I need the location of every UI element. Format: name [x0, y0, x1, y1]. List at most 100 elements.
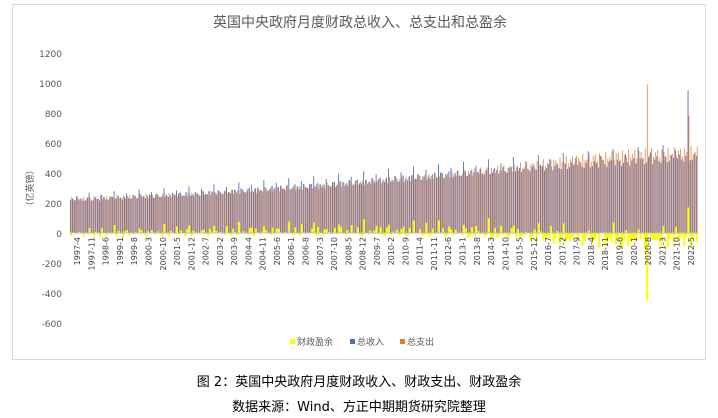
revenue-bar: [519, 167, 521, 233]
spending-bar: [127, 196, 128, 233]
spending-bar: [592, 156, 594, 233]
spending-bar: [174, 194, 176, 233]
surplus-bar: [562, 223, 565, 233]
revenue-bar: [583, 167, 585, 233]
revenue-bar: [113, 191, 115, 233]
revenue-bar: [203, 191, 204, 233]
spending-bar: [187, 196, 189, 233]
spending-bar: [197, 193, 199, 233]
surplus-bar: [512, 225, 516, 233]
spending-bar: [349, 180, 351, 233]
surplus-bar: [404, 233, 407, 236]
spending-bar: [224, 189, 226, 233]
revenue-bar: [548, 163, 550, 233]
surplus-bar: [446, 233, 449, 236]
surplus-bar: [496, 233, 499, 238]
surplus-bar: [662, 226, 665, 233]
revenue-bar: [670, 155, 672, 233]
spending-bar: [584, 160, 586, 233]
surplus-bar: [400, 228, 403, 233]
revenue-bar: [687, 90, 689, 233]
spending-bar: [320, 184, 322, 233]
y-tick-label: 0: [56, 230, 62, 240]
spending-bar: [341, 187, 343, 233]
spending-bar: [357, 185, 359, 233]
revenue-bar: [121, 199, 123, 233]
spending-bar: [110, 195, 112, 233]
revenue-bar: [463, 161, 464, 233]
revenue-bar: [673, 157, 674, 233]
surplus-bar: [621, 233, 624, 249]
chart-title: 英国中央政府月度财政总收入、总支出和总盈余: [213, 15, 507, 31]
spending-bar: [463, 169, 465, 233]
surplus-bar: [427, 233, 430, 236]
spending-bar: [505, 171, 507, 233]
spending-bar: [91, 200, 93, 233]
spending-bar: [70, 197, 72, 233]
x-tick-label: 2001-5: [173, 237, 182, 265]
spending-bar: [624, 155, 625, 233]
revenue-bar: [240, 188, 242, 233]
revenue-bar: [469, 173, 471, 233]
spending-bar: [615, 153, 617, 233]
revenue-bar: [325, 178, 327, 233]
x-tick-label: 2014-3: [487, 237, 496, 265]
spending-bar: [621, 150, 623, 233]
surplus-bar: [354, 233, 357, 235]
x-tick-label: 2011-4: [416, 237, 425, 265]
surplus-bar: [386, 227, 389, 233]
spending-bar: [156, 193, 158, 233]
spending-bar: [613, 159, 615, 233]
spending-bar: [563, 162, 565, 233]
revenue-bar: [527, 168, 529, 233]
spending-bar: [534, 168, 536, 233]
revenue-bar: [554, 165, 556, 233]
spending-bar: [287, 185, 289, 233]
surplus-bar: [618, 233, 622, 235]
revenue-bar: [284, 189, 286, 233]
revenue-bar: [566, 168, 568, 233]
revenue-bar: [438, 164, 439, 233]
spending-bar: [401, 176, 403, 233]
surplus-bar: [473, 233, 476, 237]
spending-bar: [399, 179, 401, 233]
spending-bar: [559, 157, 561, 233]
surplus-bar: [444, 233, 447, 237]
figure-caption: 图 2：英国中央政府月度财政收入、财政支出、财政盈余: [196, 375, 522, 390]
spending-bar: [644, 148, 646, 233]
surplus-bar: [475, 225, 478, 233]
spending-bar: [339, 182, 340, 233]
revenue-bar: [315, 186, 317, 233]
spending-bar: [476, 172, 478, 233]
spending-bar: [143, 196, 145, 233]
revenue-bar: [101, 194, 103, 233]
surplus-bar: [596, 233, 599, 235]
spending-bar: [443, 178, 444, 233]
surplus-bar: [128, 233, 131, 236]
spending-bar: [465, 176, 467, 233]
revenue-bar: [544, 170, 545, 233]
y-tick-label: 200: [45, 200, 62, 210]
revenue-bar: [346, 183, 348, 233]
x-tick-label: 2011-11: [430, 237, 439, 270]
surplus-bar: [178, 233, 181, 235]
spending-bar: [628, 149, 630, 233]
spending-bar: [164, 196, 166, 233]
x-tick-label: 2007-3: [316, 237, 325, 265]
x-tick-label: 2004-4: [244, 237, 253, 265]
revenue-bar: [450, 167, 452, 233]
x-tick-label: 2015-5: [516, 237, 525, 265]
spending-bar: [241, 188, 243, 233]
revenue-bar: [556, 163, 558, 233]
surplus-bar: [255, 228, 258, 233]
spending-bar: [530, 163, 532, 233]
revenue-bar: [402, 175, 404, 233]
surplus-bar: [548, 233, 551, 238]
revenue-bar: [471, 169, 473, 233]
revenue-bar: [535, 169, 537, 233]
spending-bar: [630, 157, 632, 233]
revenue-bar: [473, 172, 475, 233]
surplus-bar: [317, 226, 320, 233]
revenue-bar: [596, 163, 597, 233]
spending-bar: [112, 197, 114, 233]
